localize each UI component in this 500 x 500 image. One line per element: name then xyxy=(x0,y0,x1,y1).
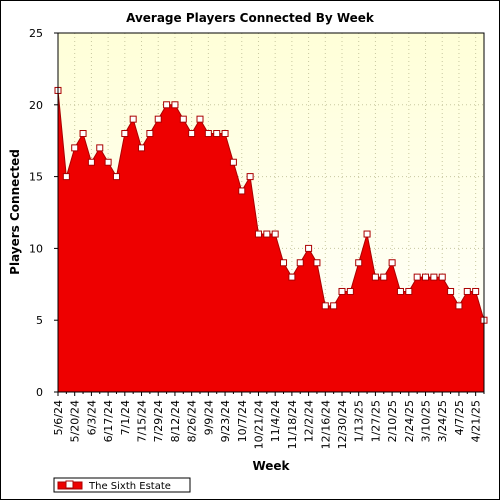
data-point xyxy=(413,273,421,281)
x-tick-label: 8/12/24 xyxy=(169,400,182,442)
data-point xyxy=(405,287,413,295)
x-tick-label: 2/24/25 xyxy=(403,400,416,442)
data-point xyxy=(188,130,196,138)
y-tick-label: 5 xyxy=(36,314,43,327)
data-point xyxy=(447,287,455,295)
data-point xyxy=(380,273,388,281)
data-point xyxy=(246,173,254,181)
y-tick-label: 20 xyxy=(29,99,43,112)
x-tick-label: 10/7/24 xyxy=(236,400,249,442)
data-point xyxy=(355,259,363,267)
data-point xyxy=(455,302,463,310)
x-tick-label: 9/23/24 xyxy=(219,400,232,442)
data-point xyxy=(238,187,246,195)
data-point xyxy=(338,287,346,295)
data-point xyxy=(171,101,179,109)
data-point xyxy=(280,259,288,267)
x-tick-label: 7/15/24 xyxy=(136,400,149,442)
data-point xyxy=(79,130,87,138)
data-point xyxy=(422,273,430,281)
area-fill xyxy=(58,90,484,392)
data-point xyxy=(179,115,187,123)
data-point xyxy=(221,130,229,138)
x-tick-label: 2/10/25 xyxy=(386,400,399,442)
series-area xyxy=(57,90,485,392)
data-point xyxy=(96,144,104,152)
y-axis-ticks: 0 5 10 15 20 25 xyxy=(29,27,58,399)
x-tick-label: 11/4/24 xyxy=(269,400,282,442)
y-tick-label: 10 xyxy=(29,242,43,255)
x-tick-label: 3/10/25 xyxy=(420,400,433,442)
data-point xyxy=(112,173,120,181)
x-tick-label: 6/17/24 xyxy=(102,400,115,442)
legend-box xyxy=(53,477,191,493)
x-tick-label: 11/18/24 xyxy=(286,400,299,449)
data-point xyxy=(263,230,271,238)
legend-marker xyxy=(65,480,74,489)
x-tick-label: 12/16/24 xyxy=(319,400,332,449)
x-tick-label: 4/21/25 xyxy=(470,400,483,442)
data-point xyxy=(363,230,371,238)
legend: The Sixth Estate xyxy=(53,477,191,493)
data-point xyxy=(388,259,396,267)
data-point xyxy=(121,130,129,138)
data-point xyxy=(296,259,304,267)
x-tick-label: 1/27/25 xyxy=(369,400,382,442)
data-point xyxy=(305,244,313,252)
data-point xyxy=(163,101,171,109)
data-point xyxy=(196,115,204,123)
x-axis-label: Week xyxy=(252,459,290,473)
data-point xyxy=(104,158,112,166)
data-point xyxy=(321,302,329,310)
data-point xyxy=(254,230,262,238)
data-point xyxy=(463,287,471,295)
data-point xyxy=(396,287,404,295)
y-tick-label: 25 xyxy=(29,27,43,40)
data-point xyxy=(71,144,79,152)
data-point xyxy=(146,130,154,138)
y-tick-label: 0 xyxy=(36,386,43,399)
y-axis-label: Players Connected xyxy=(8,149,22,275)
data-point xyxy=(129,115,137,123)
x-tick-label: 4/7/25 xyxy=(453,400,466,435)
data-point xyxy=(62,173,70,181)
data-point xyxy=(271,230,279,238)
data-point xyxy=(430,273,438,281)
data-point xyxy=(213,130,221,138)
x-tick-label: 1/13/25 xyxy=(353,400,366,442)
series-line xyxy=(57,90,485,321)
chart-title: Average Players Connected By Week xyxy=(126,11,375,25)
x-tick-label: 8/26/24 xyxy=(186,400,199,442)
data-point xyxy=(87,158,95,166)
x-tick-label: 9/9/24 xyxy=(202,400,215,435)
plot-border xyxy=(57,32,485,393)
x-tick-label: 6/3/24 xyxy=(85,400,98,435)
data-point xyxy=(154,115,162,123)
x-tick-label: 12/30/24 xyxy=(336,400,349,449)
data-point xyxy=(204,130,212,138)
data-point xyxy=(371,273,379,281)
data-point xyxy=(472,287,480,295)
x-tick-label: 7/29/24 xyxy=(152,400,165,442)
data-point xyxy=(138,144,146,152)
data-point xyxy=(288,273,296,281)
x-tick-label: 12/2/24 xyxy=(303,400,316,442)
x-tick-label: 5/20/24 xyxy=(69,400,82,442)
x-axis-ticks: 5/6/24 5/20/24 6/3/24 6/17/24 7/1/24 7/15/24 7… xyxy=(52,392,485,449)
x-tick-label: 3/24/25 xyxy=(436,400,449,442)
data-point xyxy=(346,287,354,295)
y-tick-label: 15 xyxy=(29,171,43,184)
x-tick-label: 10/21/24 xyxy=(252,400,265,449)
data-point xyxy=(313,259,321,267)
data-point xyxy=(438,273,446,281)
legend-label: The Sixth Estate xyxy=(88,481,171,492)
data-point xyxy=(330,302,338,310)
x-tick-label: 5/6/24 xyxy=(52,400,65,435)
data-point xyxy=(229,158,237,166)
x-tick-label: 7/1/24 xyxy=(119,400,132,435)
